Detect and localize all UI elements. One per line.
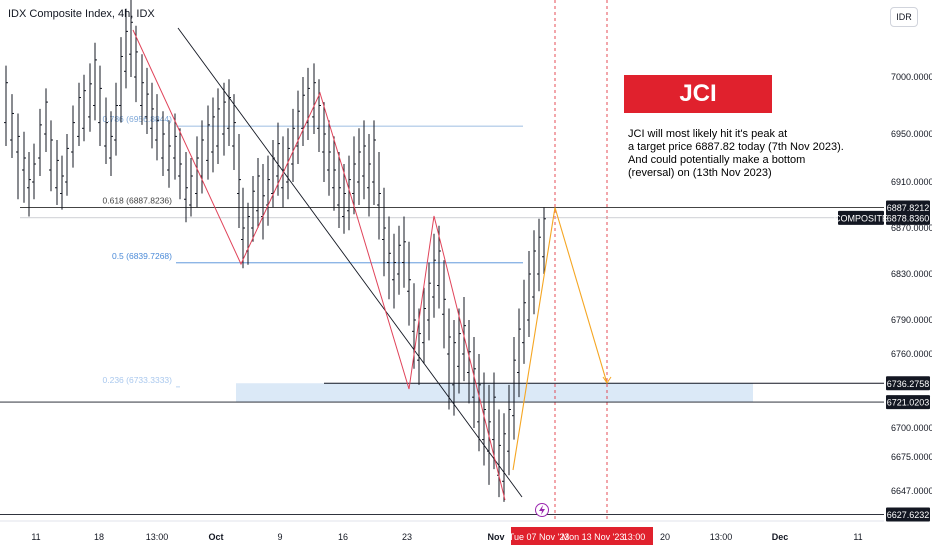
- price-label: 6736.2758: [887, 379, 930, 389]
- y-tick-label: 6910.0000: [891, 177, 932, 187]
- y-tick-label: 6830.0000: [891, 269, 932, 279]
- price-label: 6887.8212: [887, 203, 930, 213]
- x-tick-label: Nov: [487, 532, 504, 542]
- price-label-bg: [886, 507, 930, 522]
- price-label: 6627.6232: [887, 510, 930, 520]
- y-tick-label: 6675.0000: [891, 452, 932, 462]
- projection-arrow: [602, 376, 612, 384]
- y-tick-label: 7000.0000: [891, 72, 932, 82]
- lightning-icon: [539, 505, 545, 515]
- trend-line: [177, 27, 523, 498]
- x-tick-label: 20: [660, 532, 670, 542]
- y-tick-label: 6647.0000: [891, 486, 932, 496]
- x-tick-label: 13:00: [710, 532, 733, 542]
- symbol-tag: COMPOSITE: [834, 213, 888, 223]
- price-label-bg: [886, 376, 930, 391]
- x-tick-label: 23: [402, 532, 412, 542]
- x-tick-label: 11: [853, 532, 862, 542]
- fib-label: 0.5 (6839.7268): [112, 251, 172, 261]
- comment-line: JCI will most likely hit it's peak at: [628, 128, 788, 140]
- x-tick-label: 11: [31, 532, 40, 542]
- comment-line: a target price 6887.82 today (7th Nov 20…: [628, 141, 844, 153]
- fib-label: 0.786 (6956.8844): [103, 114, 173, 124]
- y-tick-label: 6790.0000: [891, 315, 932, 325]
- projection-path: [512, 207, 608, 471]
- y-tick-label: 6870.0000: [891, 223, 932, 233]
- x-highlight-label: Tue 07 Nov '23: [509, 532, 569, 542]
- price-label-bg: [886, 210, 930, 225]
- fib-label: 0.236 (6733.3333): [103, 375, 173, 385]
- candles: [4, 0, 546, 502]
- price-label: 6878.8360: [887, 213, 930, 223]
- x-tick-label: 13:00: [146, 532, 169, 542]
- y-tick-label: 6950.0000: [891, 129, 932, 139]
- currency-button[interactable]: IDR: [890, 7, 918, 27]
- y-tick-label: 6700.0000: [891, 423, 932, 433]
- x-tick-label: 16: [338, 532, 348, 542]
- chart-title: IDX Composite Index, 4h, IDX: [8, 8, 155, 20]
- price-label-bg: [886, 395, 930, 410]
- comment-line: (reversal) on (13th Nov 2023): [628, 167, 772, 179]
- fib-label: 0.618 (6887.8236): [103, 196, 173, 206]
- price-label: 6721.0203: [887, 398, 930, 408]
- date-highlight-bg: [511, 527, 653, 545]
- x-tick-label: 18: [94, 532, 104, 542]
- comment-body: JCI will most likely hit it's peak at a …: [628, 128, 868, 180]
- x-tick-label: Dec: [772, 532, 789, 542]
- symbol-tag-bg: [838, 210, 884, 225]
- x-highlight-label: 13:00: [623, 532, 646, 542]
- comment-heading: JCI COMMENT:: [624, 75, 772, 145]
- zigzag-pattern: [132, 29, 506, 501]
- x-highlight-label: Mon 13 Nov '23: [562, 532, 625, 542]
- x-tick-label: 9: [277, 532, 282, 542]
- comment-line: And could potentially make a bottom: [628, 154, 806, 166]
- y-tick-label: 6760.0000: [891, 349, 932, 359]
- x-tick-label: Oct: [208, 532, 223, 542]
